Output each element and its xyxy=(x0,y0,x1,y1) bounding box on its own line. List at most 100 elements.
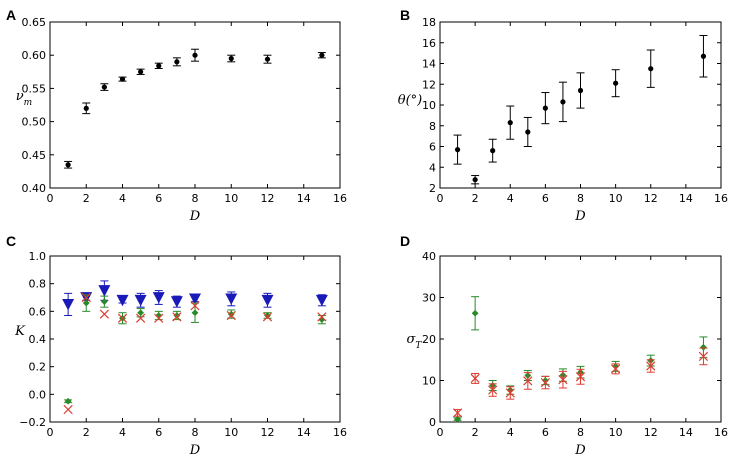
y-tick-label: 10 xyxy=(422,375,436,388)
data-point-2 xyxy=(490,148,496,154)
panel-label-d: D xyxy=(400,233,410,249)
y-tick-label: 0.55 xyxy=(22,82,47,95)
x-tick-label: 10 xyxy=(609,426,623,439)
data-point-10 xyxy=(698,351,709,362)
data-point-4 xyxy=(137,309,145,317)
data-point-3 xyxy=(117,313,128,323)
data-point-8 xyxy=(613,80,619,86)
data-point-7 xyxy=(189,293,201,305)
data-point-10 xyxy=(319,52,325,58)
x-tick-label: 12 xyxy=(644,426,658,439)
series-red xyxy=(63,292,327,415)
data-point-6 xyxy=(174,59,180,65)
y-tick-label: 2 xyxy=(429,182,436,195)
data-point-0 xyxy=(62,299,75,311)
y-tick-label: 20 xyxy=(422,333,436,346)
x-tick-label: 14 xyxy=(297,192,311,205)
x-tick-label: 14 xyxy=(679,426,693,439)
data-point-6 xyxy=(172,312,182,322)
y-axis-label: θ(°) xyxy=(398,93,422,108)
y-tick-label: 0.50 xyxy=(22,116,47,129)
panel-c: 0 2 4 6 8 10 12 14 16 −0.2 0.0 0.2 0.4 0.6 0.8 1.0 D K C xyxy=(6,233,347,458)
x-tick-label: 4 xyxy=(119,426,126,439)
x-tick-label: 12 xyxy=(261,426,275,439)
data-point-1 xyxy=(81,292,91,303)
x-axis-label: D xyxy=(189,443,201,458)
data-point-9 xyxy=(262,312,273,322)
data-point-6 xyxy=(558,375,568,385)
data-point-0 xyxy=(65,162,71,168)
y-tick-label: 0.6 xyxy=(29,305,47,318)
data-point-1 xyxy=(472,177,478,183)
x-tick-label: 0 xyxy=(437,192,444,205)
x-axis-label: D xyxy=(189,209,201,224)
data-point-1 xyxy=(82,299,90,307)
data-point-9 xyxy=(264,312,271,319)
x-tick-label: 8 xyxy=(577,426,584,439)
data-point-3 xyxy=(505,388,515,398)
data-point-0 xyxy=(452,408,463,418)
data-point-8 xyxy=(228,55,234,62)
x-tick-label: 2 xyxy=(472,192,479,205)
series-green xyxy=(64,294,326,405)
data-point-8 xyxy=(227,310,235,318)
y-tick-label: 30 xyxy=(422,292,436,305)
y-tick-label: 8 xyxy=(429,120,436,133)
data-point-5 xyxy=(542,105,548,111)
x-tick-label: 8 xyxy=(577,192,584,205)
data-point-3 xyxy=(507,120,513,126)
x-tick-label: 10 xyxy=(609,192,623,205)
y-tick-label: 0.65 xyxy=(22,16,47,29)
data-point-10 xyxy=(315,294,328,307)
data-point-8 xyxy=(226,310,236,321)
y-tick-label: 1.0 xyxy=(29,250,47,263)
data-point-5 xyxy=(152,292,165,304)
panel-label-b: B xyxy=(400,7,410,23)
x-tick-label: 16 xyxy=(333,192,347,205)
data-point-10 xyxy=(700,343,707,351)
data-point-10 xyxy=(700,53,707,59)
y-tick-label: 4 xyxy=(429,161,436,174)
data-point-8 xyxy=(225,293,238,305)
y-tick-label: 18 xyxy=(422,16,436,29)
y-axis-label: σT xyxy=(407,332,423,351)
x-tick-label: 16 xyxy=(714,192,728,205)
data-point-7 xyxy=(192,52,198,58)
data-point-4 xyxy=(525,129,531,135)
panel-d: 0 2 4 6 8 10 12 14 16 0 10 20 30 40 DσT D xyxy=(400,233,728,458)
x-tick-label: 14 xyxy=(679,192,693,205)
plot-frame xyxy=(49,21,341,189)
data-point-5 xyxy=(540,377,550,388)
x-tick-label: 6 xyxy=(155,192,162,205)
data-point-5 xyxy=(154,313,164,323)
x-axis-label: D xyxy=(574,209,586,224)
data-point-3 xyxy=(116,294,129,307)
x-tick-label: 8 xyxy=(192,192,199,205)
y-tick-label: 0 xyxy=(429,416,436,429)
x-tick-label: 8 xyxy=(192,426,199,439)
y-tick-label: 6 xyxy=(429,141,436,154)
data-point-1 xyxy=(83,105,89,111)
data-point-5 xyxy=(155,312,163,319)
data-point-1 xyxy=(471,309,479,317)
x-tick-label: 4 xyxy=(119,192,126,205)
x-tick-label: 2 xyxy=(83,426,90,439)
data-point-2 xyxy=(99,309,109,319)
data-point-4 xyxy=(136,313,146,323)
panel-label-c: C xyxy=(6,233,16,249)
data-point-9 xyxy=(646,361,656,371)
y-tick-label: 14 xyxy=(422,58,436,71)
x-tick-label: 0 xyxy=(437,426,444,439)
data-point-2 xyxy=(98,285,111,297)
x-tick-label: 12 xyxy=(644,192,658,205)
data-point-6 xyxy=(560,99,566,105)
x-tick-label: 6 xyxy=(542,192,549,205)
data-point-1 xyxy=(470,373,480,384)
series-red xyxy=(452,347,709,418)
x-tick-label: 10 xyxy=(224,426,238,439)
data-point-6 xyxy=(170,296,183,308)
plot-frame xyxy=(439,255,722,423)
data-point-9 xyxy=(264,56,271,62)
